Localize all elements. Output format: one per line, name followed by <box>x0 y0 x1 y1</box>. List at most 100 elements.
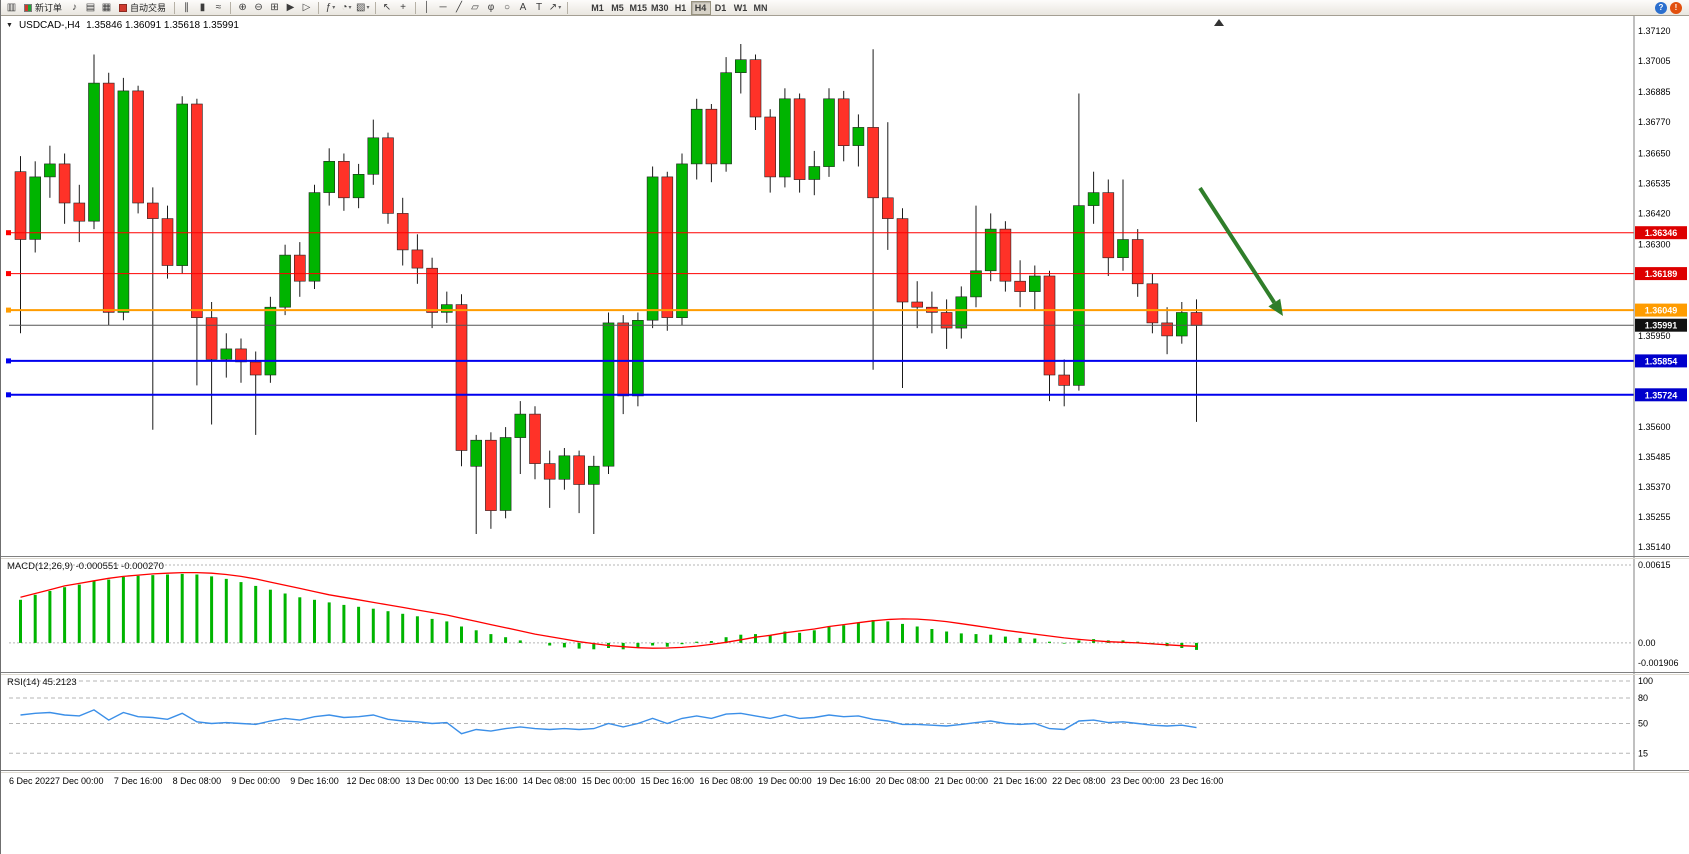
date-axis-label: 7 Dec 16:00 <box>114 776 163 786</box>
candle <box>749 59 762 118</box>
candle <box>455 304 468 451</box>
candle <box>896 218 909 303</box>
zoom-in-icon[interactable]: ⊕ <box>238 1 247 13</box>
date-axis-label: 19 Dec 16:00 <box>817 776 871 786</box>
candle <box>44 163 56 178</box>
chart-window: 1.37120 1.37005 1.36885 1.36770 1.36650 1.365… <box>1 16 1689 854</box>
candle <box>779 98 791 178</box>
candle <box>147 202 159 219</box>
candle <box>1161 322 1173 337</box>
horizontal-line-icon[interactable]: ─ <box>439 1 447 13</box>
trendline-icon[interactable]: ╱ <box>455 1 463 13</box>
candle <box>499 437 512 511</box>
sound-icon[interactable]: ♪ <box>72 1 78 13</box>
label-icon[interactable]: T <box>535 1 543 13</box>
candle <box>823 98 835 167</box>
charts-icon[interactable]: ▥ <box>6 1 17 13</box>
equidistant-channel-icon[interactable]: ▱ <box>471 1 479 13</box>
fibonacci-icon[interactable]: φ <box>487 1 495 13</box>
chart-collapse-icon[interactable]: ▼ <box>6 22 13 29</box>
candle <box>1073 205 1085 386</box>
candlestick-series <box>14 44 1203 534</box>
chart-shift-icon[interactable]: ▷ <box>302 1 311 13</box>
date-axis-label: 22 Dec 08:00 <box>1052 776 1106 786</box>
line-edge-handle[interactable] <box>6 358 11 364</box>
price-badge-label: 1.36189 <box>1645 269 1678 279</box>
line-edge-handle[interactable] <box>6 307 11 313</box>
indicators-icon[interactable]: ƒ ▾ <box>325 1 336 13</box>
templates-icon[interactable]: ▧ ▾ <box>356 1 370 13</box>
auto-scroll-icon[interactable]: ▶ <box>286 1 295 13</box>
candle <box>293 254 306 282</box>
timeframe-m5[interactable]: M5 <box>611 2 624 13</box>
timeframe-d1[interactable]: D1 <box>714 2 727 13</box>
timeframe-m15[interactable]: M15 <box>629 2 648 13</box>
candle <box>852 127 865 146</box>
date-axis-label: 21 Dec 16:00 <box>993 776 1047 786</box>
cursor-icon[interactable]: ↖ <box>382 1 392 13</box>
help-icon[interactable]: ? <box>1655 1 1667 14</box>
crosshair-icon[interactable]: + <box>400 1 406 13</box>
price-tick-label: 1.37005 <box>1638 56 1671 66</box>
trend-arrow-head[interactable] <box>1268 298 1283 316</box>
rsi-level-label: 100 <box>1638 676 1653 686</box>
candle <box>161 218 174 266</box>
dropdown-arrow-icon: ▾ <box>366 4 370 11</box>
terminal-icon[interactable]: ▦ <box>101 1 112 13</box>
vertical-line-icon[interactable]: │ <box>423 1 431 13</box>
candle <box>264 306 277 376</box>
line-chart-icon[interactable]: ≈ <box>215 1 222 13</box>
autotrade-button[interactable]: 自动交易 <box>115 1 170 15</box>
shapes-icon[interactable]: ○ <box>503 1 511 13</box>
line-edge-handle[interactable] <box>6 392 11 398</box>
timeframe-mn[interactable]: MN <box>753 2 768 13</box>
candle <box>14 171 27 240</box>
market-watch-icon[interactable]: ▤ <box>85 1 96 13</box>
price-tick-label: 1.36300 <box>1638 240 1671 250</box>
chart-shift-marker[interactable] <box>1214 19 1224 26</box>
new-order-button[interactable]: 新订单 <box>20 1 66 15</box>
candle <box>426 267 438 313</box>
date-axis-label: 6 Dec 2022 <box>9 776 55 786</box>
toolbar: ▥ 新订单 ♪ ▤ ▦ 自动交易 ∥ ▮ ≈ ⊕ ⊖ ⊞ ▶ ▷ ƒ ▾ ◔ ▾ ▧ ▾ ↖ + │ ─ ╱ ▱ φ ○ A T ↗ ▾ M1… <box>1 0 1689 16</box>
candlestick-chart-icon[interactable]: ▮ <box>199 1 206 13</box>
chart-background <box>1 16 1689 854</box>
text-icon[interactable]: A <box>519 1 527 13</box>
macd-scale-zero: 0.00 <box>1638 638 1656 648</box>
candle <box>676 163 688 318</box>
timeframe-h4[interactable]: H4 <box>690 0 711 15</box>
zoom-out-icon[interactable]: ⊖ <box>254 1 263 13</box>
timeframe-m30[interactable]: M30 <box>651 2 669 13</box>
candle <box>1058 374 1070 386</box>
bar-chart-icon[interactable]: ∥ <box>184 1 190 13</box>
candle <box>176 103 188 266</box>
candle <box>1117 239 1129 259</box>
candle <box>1131 239 1144 285</box>
candle <box>1014 280 1026 292</box>
community-icon[interactable]: ! <box>1670 1 1682 14</box>
candle <box>764 116 777 178</box>
periods-icon[interactable]: ◔ ▾ <box>341 1 352 13</box>
date-axis-label: 13 Dec 16:00 <box>464 776 518 786</box>
price-badge <box>1635 226 1687 240</box>
candle <box>1087 192 1100 206</box>
trend-arrow[interactable] <box>1198 186 1276 304</box>
candle <box>514 413 527 438</box>
candle <box>88 82 100 222</box>
timeframe-w1[interactable]: W1 <box>733 2 748 13</box>
tile-windows-icon[interactable]: ⊞ <box>270 1 279 13</box>
line-edge-handle[interactable] <box>6 271 11 277</box>
arrows-icon[interactable]: ↗ ▾ <box>548 1 562 13</box>
price-tick-label: 1.35370 <box>1638 482 1671 492</box>
timeframe-h1[interactable]: H1 <box>674 2 687 13</box>
price-tick-label: 1.35600 <box>1638 422 1671 432</box>
price-tick-label: 1.36885 <box>1638 87 1671 97</box>
candle <box>58 163 71 204</box>
toolbar-separator <box>230 1 232 14</box>
timeframe-m1[interactable]: M1 <box>591 2 604 13</box>
price-tick-label: 1.36770 <box>1638 117 1671 127</box>
toolbar-separator <box>174 1 176 14</box>
chart-title: ▼ USDCAD-,H4 1.35846 1.36091 1.35618 1.3… <box>6 20 239 31</box>
line-edge-handle[interactable] <box>6 230 11 236</box>
